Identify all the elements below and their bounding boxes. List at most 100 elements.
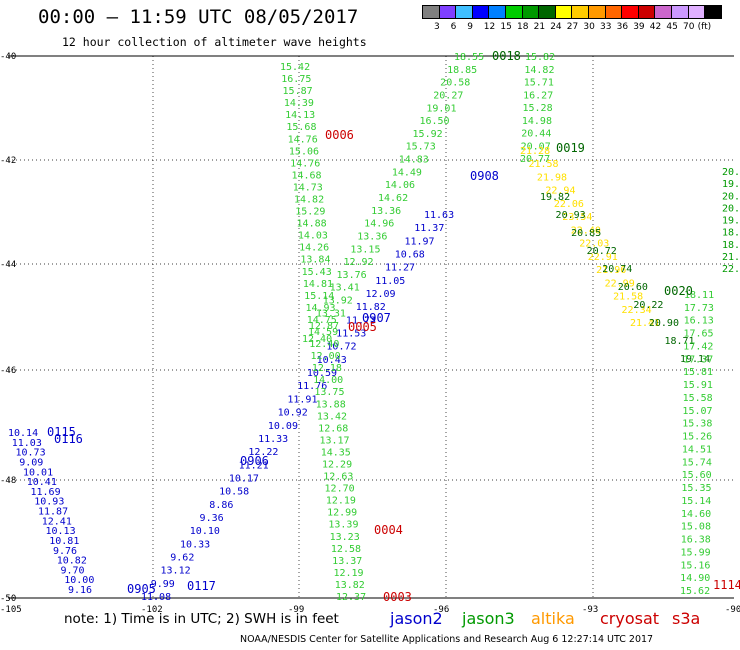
lat-label: -42: [0, 156, 16, 166]
overpass-time-label: 0006: [325, 128, 354, 142]
wave-height-jason3: 13.82: [335, 580, 365, 591]
wave-height-jason3: 14.00: [313, 375, 343, 386]
wave-height-jason3: 15.73: [406, 142, 436, 153]
wave-height-s3a: 15.99: [681, 547, 711, 558]
wave-height-jason3: 13.31: [316, 308, 346, 319]
wave-height-jason2: 10.14: [8, 428, 38, 439]
wave-height-altika: 21.58: [528, 159, 558, 170]
lon-label: -105: [0, 605, 22, 615]
wave-height-s3a: 15.08: [681, 522, 711, 533]
lon-label: -96: [433, 605, 449, 615]
wave-height-jason3: 15.42: [280, 62, 310, 73]
wave-height-jason3: 20.4: [722, 167, 740, 178]
wave-height-jason3: 14.03: [298, 231, 328, 242]
wave-height-jason3: 14.49: [392, 167, 422, 178]
wave-height-jason2: 11.73: [346, 315, 376, 326]
wave-height-jason2: 11.91: [287, 394, 317, 405]
wave-height-jason3: 12.99: [327, 508, 357, 519]
wave-height-jason3: 13.36: [357, 231, 387, 242]
lat-label: -50: [0, 594, 16, 604]
wave-height-jason3: 14.82: [294, 195, 324, 206]
wave-height-jason2: 10.92: [278, 408, 308, 419]
wave-height-jason3: 13.88: [316, 399, 346, 410]
wave-height-s3a: 16.38: [681, 535, 711, 546]
wave-height-jason3: 20.44: [521, 129, 551, 140]
overpass-time-label: 0115: [47, 425, 76, 439]
wave-height-jason3: 14.73: [293, 182, 323, 193]
wave-height-jason3: 12.63: [323, 472, 353, 483]
wave-height-jason2: 11.27: [385, 263, 415, 274]
wave-height-jason2: 10.09: [268, 421, 298, 432]
lat-label: -44: [0, 260, 16, 270]
satellite-altika: altika: [531, 609, 575, 628]
wave-height-jason3: 20.93: [556, 210, 586, 221]
wave-height-altika: 21.41: [630, 318, 660, 329]
wave-height-jason2: 10.10: [190, 526, 220, 537]
lat-label: -48: [0, 476, 16, 486]
wave-height-jason3: 13.39: [328, 520, 358, 531]
wave-height-jason2: 9.62: [170, 552, 194, 563]
wave-height-jason3: 20.07: [521, 141, 551, 152]
lon-label: -102: [141, 605, 163, 615]
wave-height-jason3: 19.3: [722, 179, 740, 190]
wave-height-jason2: 10.41: [27, 477, 57, 488]
wave-height-jason2: 8.86: [209, 500, 233, 511]
wave-height-jason3: 20.85: [571, 228, 601, 239]
wave-height-jason2: 11.97: [404, 236, 434, 247]
wave-height-jason2: 10.43: [317, 355, 347, 366]
wave-height-altika: 22.99: [605, 278, 635, 289]
overpass-time-label: 0905: [127, 582, 156, 596]
wave-height-altika: 23.54: [562, 212, 592, 223]
wave-height-jason3: 12.70: [325, 484, 355, 495]
legend-value: 9: [467, 22, 473, 32]
wave-height-jason3: 14.59: [308, 327, 338, 338]
wave-height-jason3: 14.82: [524, 65, 554, 76]
legend-value: 24: [550, 22, 562, 32]
wave-height-s3a: 15.26: [682, 432, 712, 443]
wave-height-jason3: 19.82: [540, 192, 570, 203]
wave-height-jason3: 13.76: [337, 270, 367, 281]
chart-title: 00:00 – 11:59 UTC 08/05/2017: [38, 6, 359, 28]
wave-height-jason3: 16.50: [419, 116, 449, 127]
wave-height-altika: 21.28: [520, 146, 550, 157]
wave-height-jason3: 15.14: [304, 291, 334, 302]
legend-value: 39: [633, 22, 645, 32]
wave-height-jason2: 11.63: [424, 210, 454, 221]
wave-height-jason3: 18.71: [664, 336, 694, 347]
wave-height-jason3: 12.87: [309, 321, 339, 332]
wave-height-jason3: 15.68: [286, 122, 316, 133]
wave-height-altika: 22.06: [554, 199, 584, 210]
wave-height-jason2: 11.53: [336, 329, 366, 340]
wave-height-jason2: 9.36: [200, 513, 224, 524]
wave-height-jason3: 14.76: [290, 158, 320, 169]
wave-height-jason2: 10.00: [64, 575, 94, 586]
overpass-time-label: 0019: [556, 141, 585, 155]
wave-height-s3a: 18.11: [684, 290, 714, 301]
wave-height-jason3: 18.55: [454, 52, 484, 63]
wave-height-jason2: 13.12: [161, 566, 191, 577]
wave-height-jason2: 10.81: [49, 536, 79, 547]
lat-label: -40: [0, 52, 16, 62]
wave-height-jason3: 13.42: [317, 411, 347, 422]
wave-height-jason2: 10.93: [34, 497, 64, 508]
wave-height-jason2: 11.03: [12, 438, 42, 449]
wave-height-jason3: 18.00: [722, 228, 740, 239]
wave-height-altika: 22.91: [588, 252, 618, 263]
wave-height-jason3: 20.7: [722, 203, 740, 214]
wave-height-s3a: 15.62: [680, 586, 710, 597]
wave-height-jason3: 14.88: [297, 219, 327, 230]
wave-height-s3a: 17.65: [683, 329, 713, 340]
wave-height-jason2: 11.05: [375, 276, 405, 287]
wave-height-jason3: 22.4: [722, 264, 740, 275]
wave-height-s3a: 15.60: [682, 470, 712, 481]
wave-height-s3a: 15.91: [683, 380, 713, 391]
overpass-time-label: 0004: [374, 523, 403, 537]
wave-height-jason3: 13.92: [323, 296, 353, 307]
wave-height-s3a: 17.73: [684, 303, 714, 314]
overpass-time-label: 0907: [362, 311, 391, 325]
credit-line: NOAA/NESDIS Center for Satellite Applica…: [240, 634, 654, 645]
wave-height-altika: 22.34: [622, 305, 652, 316]
wave-height-jason3: 20.58: [440, 78, 470, 89]
wave-height-jason3: 14.96: [364, 219, 394, 230]
wave-height-jason3: 12.68: [318, 423, 348, 434]
